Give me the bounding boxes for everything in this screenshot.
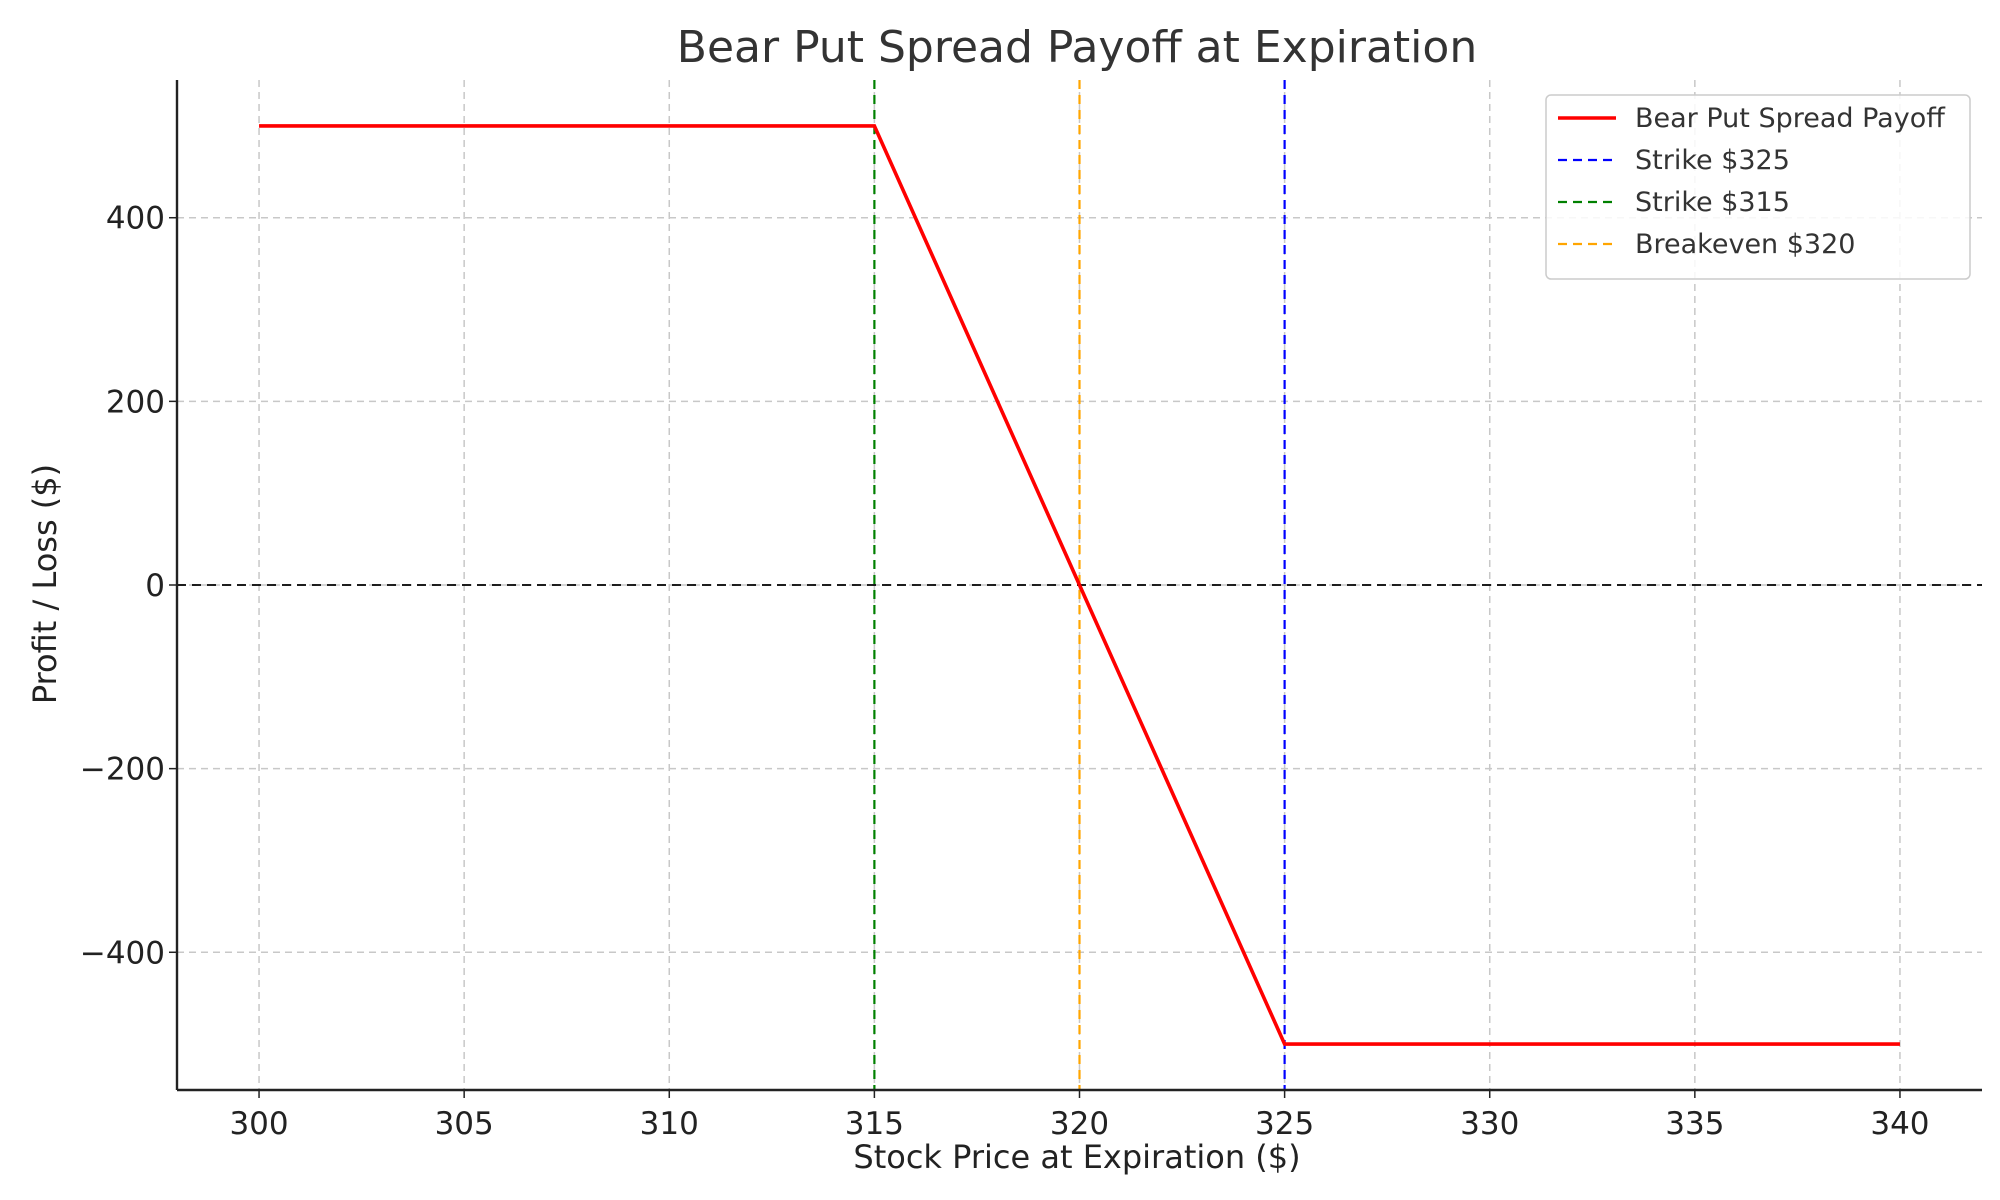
series-line	[259, 124, 1900, 1046]
y-tick-label: −200	[80, 752, 165, 788]
x-tick-label: 330	[1460, 1106, 1519, 1142]
y-tick-label: −400	[80, 935, 165, 971]
x-tick-label: 340	[1870, 1106, 1929, 1142]
series	[259, 124, 1900, 1046]
x-tick-label: 315	[845, 1106, 904, 1142]
x-tick-label: 320	[1050, 1106, 1109, 1142]
y-tick-label: 400	[106, 201, 165, 237]
legend-label: Strike $315	[1635, 187, 1790, 218]
y-tick-label: 200	[106, 384, 165, 420]
legend-label: Breakeven $320	[1635, 229, 1855, 260]
legend-label: Bear Put Spread Payoff	[1635, 103, 1946, 134]
x-tick-label: 310	[640, 1106, 699, 1142]
x-axis-label: Stock Price at Expiration ($)	[853, 1138, 1300, 1176]
legend: Bear Put Spread Payoff Strike $325 Strike …	[1545, 94, 1971, 280]
y-tick-label: 0	[145, 568, 165, 604]
chart-title: Bear Put Spread Payoff at Expiration	[677, 22, 1477, 73]
x-tick-label: 300	[229, 1106, 288, 1142]
y-axis-label: Profit / Loss ($)	[26, 464, 64, 704]
x-tick-label: 335	[1665, 1106, 1724, 1142]
legend-label: Strike $325	[1635, 145, 1790, 176]
x-tick-label: 325	[1255, 1106, 1314, 1142]
tick-labels: 300 305 310 315 320 325 330 335 340 −400 −200 0 200 4…	[80, 201, 1930, 1142]
legend-box	[1545, 94, 1971, 280]
axes	[169, 80, 1982, 1098]
x-tick-label: 305	[435, 1106, 494, 1142]
